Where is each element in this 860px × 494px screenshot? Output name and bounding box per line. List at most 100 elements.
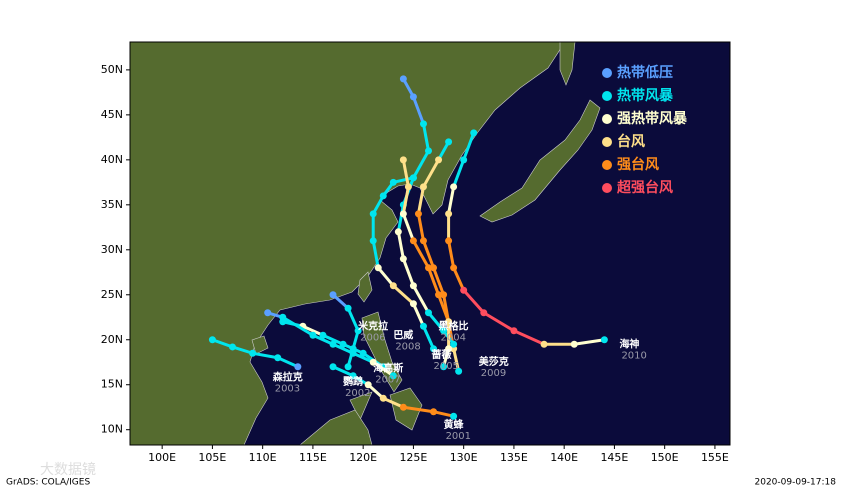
y-tick-label: 25N — [101, 288, 123, 301]
track-segment — [432, 267, 445, 296]
track-point — [319, 331, 327, 339]
track-point — [419, 183, 427, 191]
y-tick-label: 15N — [101, 378, 123, 391]
track-point — [364, 381, 372, 389]
track-segment — [422, 240, 435, 269]
track-segment — [252, 351, 279, 360]
track-segment — [401, 213, 415, 242]
track-segment — [401, 186, 410, 215]
storm-year: 2005 — [434, 361, 459, 372]
legend-label: 强台风 — [617, 156, 659, 173]
storm-year: 2007 — [375, 375, 400, 386]
track-point — [374, 264, 382, 272]
track-segment — [332, 342, 354, 355]
legend-label: 强热带风暴 — [617, 110, 688, 127]
track-point — [470, 129, 478, 137]
x-tick-label: 135E — [500, 451, 528, 464]
track-segment — [412, 240, 430, 269]
track-segment — [422, 159, 440, 188]
x-tick-label: 145E — [600, 451, 628, 464]
storm-name: 海神 — [619, 337, 639, 350]
track-point — [369, 237, 377, 245]
track-segment — [422, 325, 435, 350]
track-point — [435, 156, 443, 164]
track-segment — [396, 204, 405, 233]
storm-year: 2002 — [345, 388, 370, 399]
x-tick-label: 105E — [198, 451, 226, 464]
track-segment — [401, 258, 415, 287]
track-point — [409, 300, 417, 308]
footer-right: 2020-09-09-17:18 — [755, 478, 837, 488]
track-point — [279, 313, 287, 321]
track-point — [445, 237, 453, 245]
track-segment — [412, 285, 430, 314]
track-point — [480, 309, 488, 317]
track-segment — [281, 315, 314, 337]
track-point — [450, 183, 458, 191]
track-segment — [396, 231, 405, 260]
track-point — [445, 345, 453, 353]
track-point — [344, 363, 352, 371]
track-segment — [452, 348, 461, 372]
storm-name: 米克拉 — [358, 319, 388, 332]
track-segment — [371, 240, 380, 269]
track-point — [249, 349, 257, 357]
track-segment — [342, 342, 364, 355]
track-point — [329, 340, 337, 348]
x-tick-label: 150E — [651, 451, 679, 464]
track-point — [394, 228, 402, 236]
track-point — [424, 147, 432, 155]
track-point — [419, 120, 427, 128]
track-point — [359, 349, 367, 357]
track-point — [309, 331, 317, 339]
storm-name: 海高斯 — [373, 362, 403, 375]
storm-name: 黄蜂 — [444, 418, 465, 431]
track-segment — [447, 240, 456, 269]
track-point — [430, 345, 438, 353]
track-point — [460, 286, 468, 294]
track-point — [274, 354, 282, 362]
taiwan — [357, 271, 373, 303]
track-point — [419, 322, 427, 330]
borneo — [299, 409, 373, 445]
track-point — [440, 291, 448, 299]
track-point — [349, 349, 357, 357]
track-point — [389, 282, 397, 290]
track-segment — [437, 294, 450, 323]
x-tick-label: 110E — [249, 451, 277, 464]
track-segment — [352, 351, 374, 364]
track-point — [344, 304, 352, 312]
track-point — [445, 318, 453, 326]
storm-name: 黑格比 — [439, 319, 469, 332]
track-segment — [312, 333, 334, 346]
track-segment — [277, 356, 299, 369]
track-segment — [427, 311, 445, 332]
tracks — [208, 75, 608, 420]
x-tick-label: 125E — [399, 451, 427, 464]
frame — [129, 41, 731, 446]
track-point — [450, 264, 458, 272]
storm-name: 森拉克 — [272, 371, 303, 384]
track-segment — [346, 307, 360, 332]
track-point — [409, 282, 417, 290]
track-segment — [403, 405, 434, 414]
track-point — [450, 340, 458, 348]
legend-dot — [602, 91, 612, 101]
y-tick-label: 30N — [101, 243, 123, 256]
track-point — [339, 340, 347, 348]
x-tick-label: 130E — [450, 451, 478, 464]
track-segment — [401, 159, 410, 188]
track-point — [329, 291, 337, 299]
track-point — [354, 327, 362, 335]
track-segment — [573, 338, 605, 346]
track-point — [389, 178, 397, 186]
land — [130, 42, 601, 445]
y-tick-label: 45N — [101, 108, 123, 121]
legend-dot — [602, 160, 612, 170]
track-point — [510, 327, 518, 335]
storm-year: 2003 — [275, 384, 300, 395]
y-tick-label: 40N — [101, 153, 123, 166]
track-point — [264, 309, 272, 317]
x-tick-label: 115E — [299, 451, 327, 464]
